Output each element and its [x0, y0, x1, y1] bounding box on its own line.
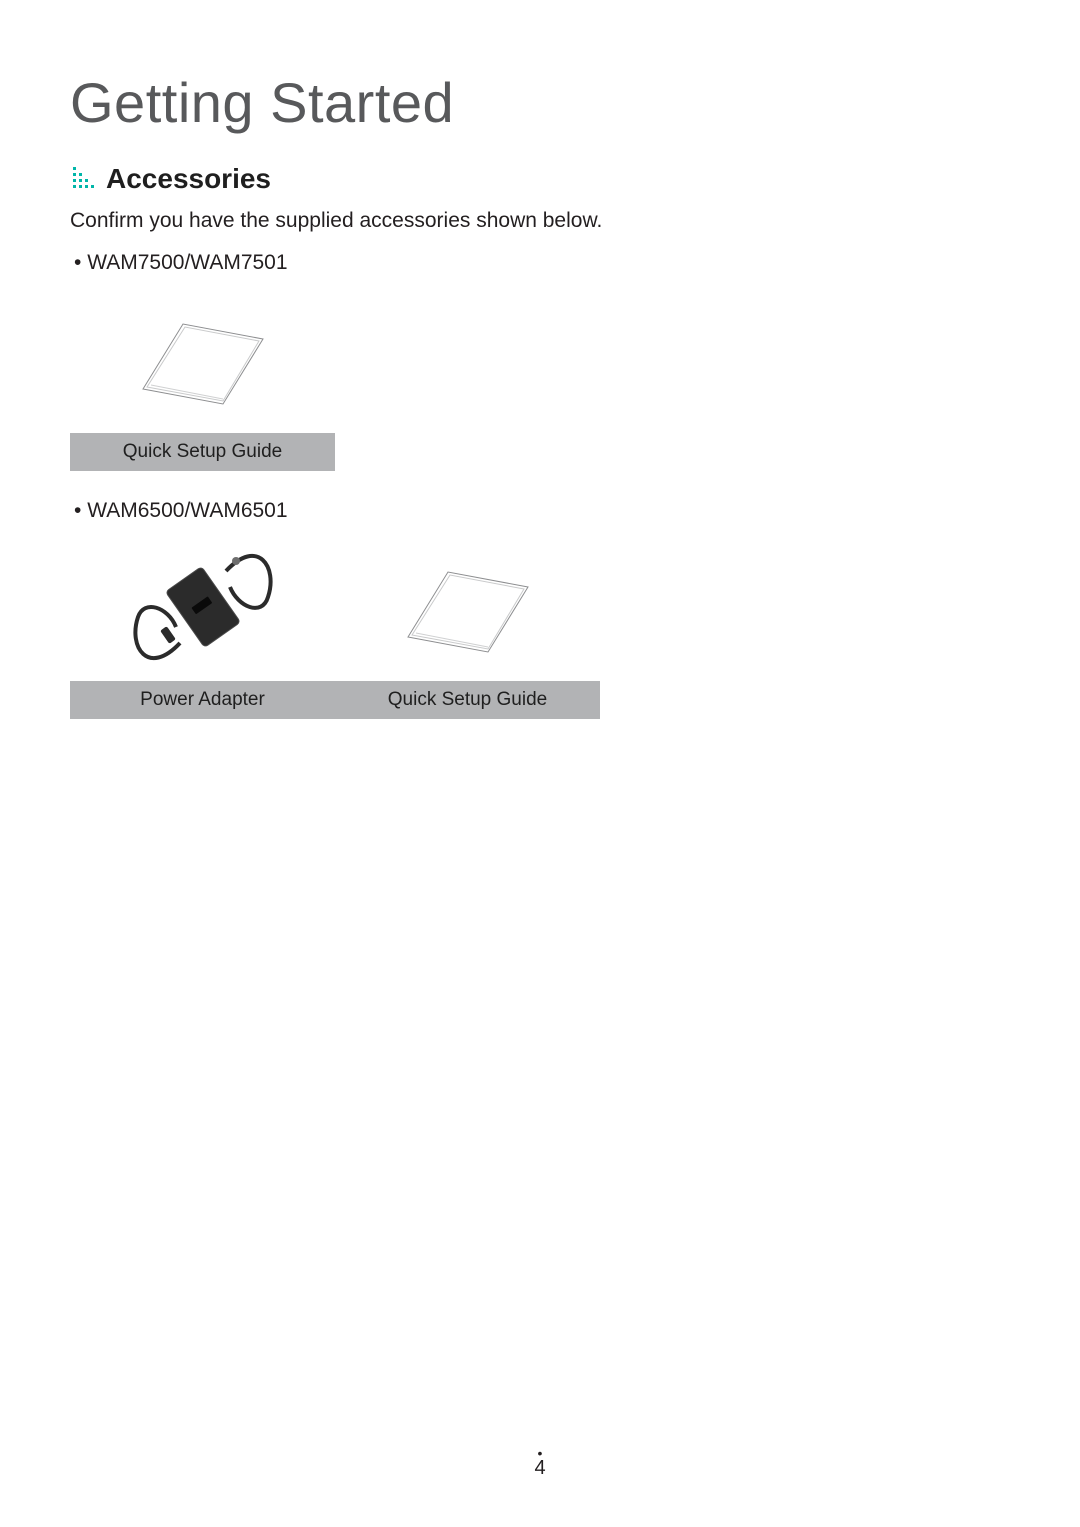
- model-item: WAM7500/WAM7501 Quick Setup Guide: [74, 251, 1010, 471]
- accessory-cell: Quick Setup Guide: [335, 533, 600, 719]
- page-title: Getting Started: [70, 70, 1010, 135]
- quick-setup-guide-icon: [335, 533, 600, 681]
- model-name: WAM7500/WAM7501: [87, 251, 287, 274]
- accessory-row: Quick Setup Guide: [70, 285, 1010, 471]
- model-name: WAM6500/WAM6501: [87, 499, 287, 522]
- model-item: WAM6500/WAM6501: [74, 499, 1010, 719]
- accessory-caption: Quick Setup Guide: [70, 433, 335, 471]
- section-intro: Confirm you have the supplied accessorie…: [70, 209, 1010, 233]
- accessory-row: Power Adapter Quick Setup Guide: [70, 533, 1010, 719]
- power-adapter-icon: [70, 533, 335, 681]
- page-number-value: 4: [534, 1457, 545, 1479]
- accessory-caption: Quick Setup Guide: [335, 681, 600, 719]
- bars-icon: [70, 164, 96, 195]
- model-list: WAM7500/WAM7501 Quick Setup Guide WAM650…: [70, 251, 1010, 719]
- accessory-cell: Power Adapter: [70, 533, 335, 719]
- accessory-cell: Quick Setup Guide: [70, 285, 335, 471]
- section-header: Accessories: [70, 163, 1010, 195]
- page-number: • 4: [0, 1450, 1080, 1479]
- quick-setup-guide-icon: [70, 285, 335, 433]
- section-title: Accessories: [106, 163, 271, 195]
